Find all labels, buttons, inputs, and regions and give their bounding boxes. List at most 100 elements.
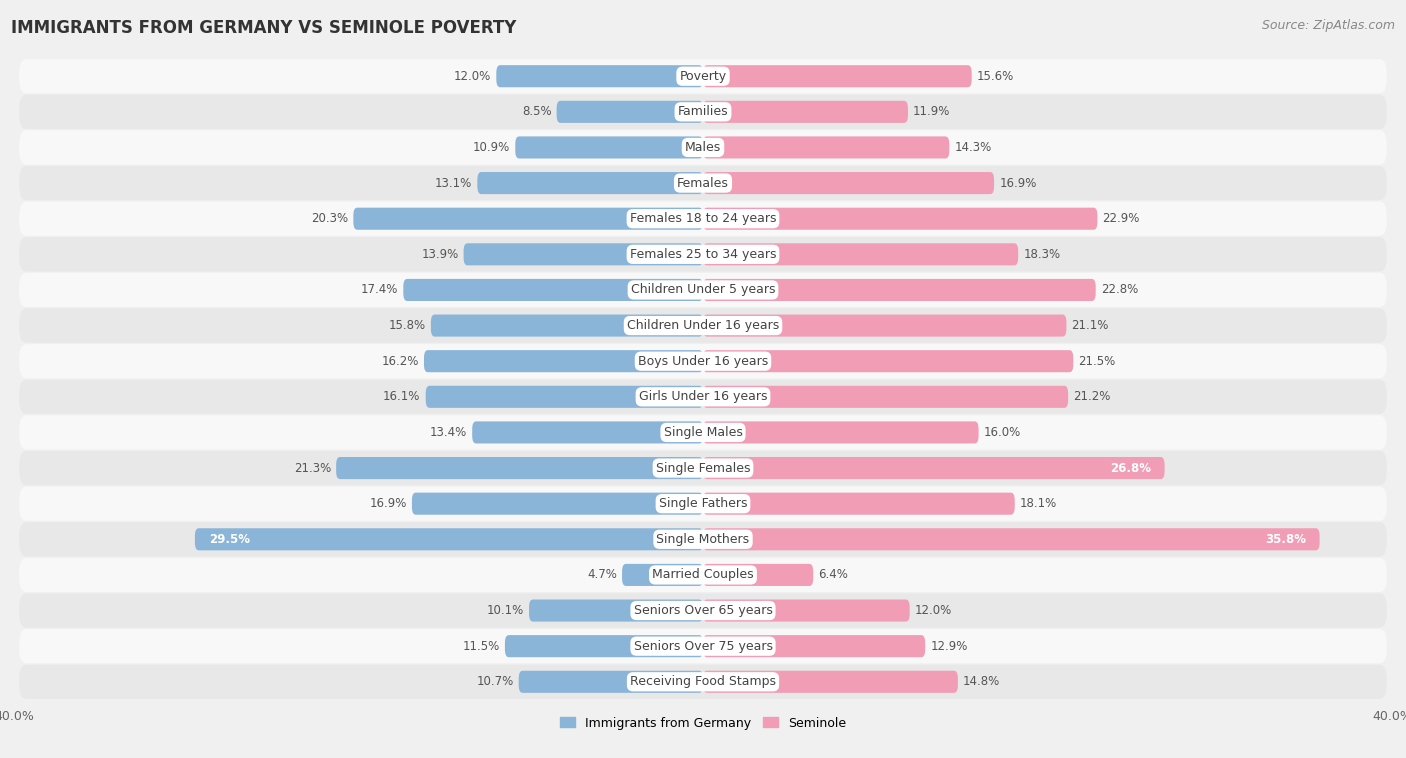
FancyBboxPatch shape [20, 309, 1386, 343]
FancyBboxPatch shape [430, 315, 703, 337]
Text: 15.8%: 15.8% [388, 319, 426, 332]
FancyBboxPatch shape [353, 208, 703, 230]
FancyBboxPatch shape [20, 665, 1386, 699]
Text: 35.8%: 35.8% [1265, 533, 1306, 546]
FancyBboxPatch shape [703, 136, 949, 158]
FancyBboxPatch shape [20, 594, 1386, 628]
Text: Boys Under 16 years: Boys Under 16 years [638, 355, 768, 368]
Text: Source: ZipAtlas.com: Source: ZipAtlas.com [1261, 19, 1395, 32]
Text: Single Males: Single Males [664, 426, 742, 439]
FancyBboxPatch shape [404, 279, 703, 301]
Text: Single Females: Single Females [655, 462, 751, 475]
Text: 18.3%: 18.3% [1024, 248, 1060, 261]
FancyBboxPatch shape [425, 350, 703, 372]
FancyBboxPatch shape [703, 564, 813, 586]
Text: 22.9%: 22.9% [1102, 212, 1140, 225]
Text: 17.4%: 17.4% [361, 283, 398, 296]
FancyBboxPatch shape [703, 457, 1164, 479]
FancyBboxPatch shape [20, 202, 1386, 236]
FancyBboxPatch shape [20, 344, 1386, 378]
Text: 12.9%: 12.9% [931, 640, 967, 653]
FancyBboxPatch shape [703, 172, 994, 194]
Text: Single Fathers: Single Fathers [659, 497, 747, 510]
Text: 8.5%: 8.5% [522, 105, 551, 118]
FancyBboxPatch shape [703, 65, 972, 87]
FancyBboxPatch shape [703, 350, 1073, 372]
Text: 21.2%: 21.2% [1073, 390, 1111, 403]
Text: 15.6%: 15.6% [977, 70, 1014, 83]
FancyBboxPatch shape [703, 101, 908, 123]
Text: Families: Families [678, 105, 728, 118]
Text: Seniors Over 65 years: Seniors Over 65 years [634, 604, 772, 617]
FancyBboxPatch shape [20, 130, 1386, 164]
Text: 26.8%: 26.8% [1109, 462, 1152, 475]
FancyBboxPatch shape [412, 493, 703, 515]
Text: 6.4%: 6.4% [818, 568, 848, 581]
Text: 11.5%: 11.5% [463, 640, 499, 653]
Text: Females 25 to 34 years: Females 25 to 34 years [630, 248, 776, 261]
Text: Girls Under 16 years: Girls Under 16 years [638, 390, 768, 403]
FancyBboxPatch shape [519, 671, 703, 693]
FancyBboxPatch shape [703, 208, 1098, 230]
Text: 13.9%: 13.9% [422, 248, 458, 261]
FancyBboxPatch shape [20, 380, 1386, 414]
Text: Seniors Over 75 years: Seniors Over 75 years [634, 640, 772, 653]
Text: 20.3%: 20.3% [311, 212, 349, 225]
FancyBboxPatch shape [703, 671, 957, 693]
Text: Poverty: Poverty [679, 70, 727, 83]
Text: Females: Females [678, 177, 728, 190]
Text: 21.3%: 21.3% [294, 462, 330, 475]
FancyBboxPatch shape [336, 457, 703, 479]
Text: 13.1%: 13.1% [434, 177, 472, 190]
FancyBboxPatch shape [20, 95, 1386, 129]
FancyBboxPatch shape [20, 59, 1386, 93]
Text: 16.9%: 16.9% [370, 497, 406, 510]
FancyBboxPatch shape [496, 65, 703, 87]
FancyBboxPatch shape [703, 386, 1069, 408]
FancyBboxPatch shape [20, 522, 1386, 556]
FancyBboxPatch shape [20, 487, 1386, 521]
FancyBboxPatch shape [703, 315, 1066, 337]
FancyBboxPatch shape [20, 237, 1386, 271]
FancyBboxPatch shape [505, 635, 703, 657]
FancyBboxPatch shape [20, 415, 1386, 449]
Text: 10.7%: 10.7% [477, 675, 513, 688]
Text: 13.4%: 13.4% [430, 426, 467, 439]
Text: Females 18 to 24 years: Females 18 to 24 years [630, 212, 776, 225]
Text: Married Couples: Married Couples [652, 568, 754, 581]
Text: Children Under 16 years: Children Under 16 years [627, 319, 779, 332]
Text: 16.2%: 16.2% [381, 355, 419, 368]
Text: 11.9%: 11.9% [912, 105, 950, 118]
Text: 16.0%: 16.0% [984, 426, 1021, 439]
FancyBboxPatch shape [20, 166, 1386, 200]
Legend: Immigrants from Germany, Seminole: Immigrants from Germany, Seminole [554, 712, 852, 735]
Text: Children Under 5 years: Children Under 5 years [631, 283, 775, 296]
Text: 12.0%: 12.0% [915, 604, 952, 617]
Text: 21.5%: 21.5% [1078, 355, 1116, 368]
Text: Single Mothers: Single Mothers [657, 533, 749, 546]
FancyBboxPatch shape [478, 172, 703, 194]
FancyBboxPatch shape [703, 635, 925, 657]
Text: 18.1%: 18.1% [1019, 497, 1057, 510]
FancyBboxPatch shape [20, 273, 1386, 307]
Text: 10.9%: 10.9% [472, 141, 510, 154]
FancyBboxPatch shape [20, 629, 1386, 663]
FancyBboxPatch shape [703, 243, 1018, 265]
FancyBboxPatch shape [621, 564, 703, 586]
FancyBboxPatch shape [472, 421, 703, 443]
FancyBboxPatch shape [703, 528, 1320, 550]
Text: 4.7%: 4.7% [588, 568, 617, 581]
FancyBboxPatch shape [464, 243, 703, 265]
FancyBboxPatch shape [703, 279, 1095, 301]
FancyBboxPatch shape [426, 386, 703, 408]
FancyBboxPatch shape [529, 600, 703, 622]
FancyBboxPatch shape [515, 136, 703, 158]
FancyBboxPatch shape [195, 528, 703, 550]
Text: 14.8%: 14.8% [963, 675, 1000, 688]
Text: 22.8%: 22.8% [1101, 283, 1137, 296]
Text: 12.0%: 12.0% [454, 70, 491, 83]
Text: Males: Males [685, 141, 721, 154]
Text: 29.5%: 29.5% [208, 533, 250, 546]
Text: 14.3%: 14.3% [955, 141, 991, 154]
Text: 10.1%: 10.1% [486, 604, 524, 617]
